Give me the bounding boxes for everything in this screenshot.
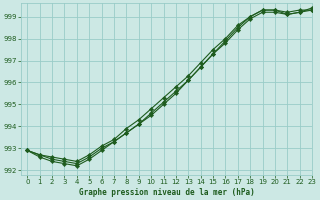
X-axis label: Graphe pression niveau de la mer (hPa): Graphe pression niveau de la mer (hPa) [79, 188, 254, 197]
